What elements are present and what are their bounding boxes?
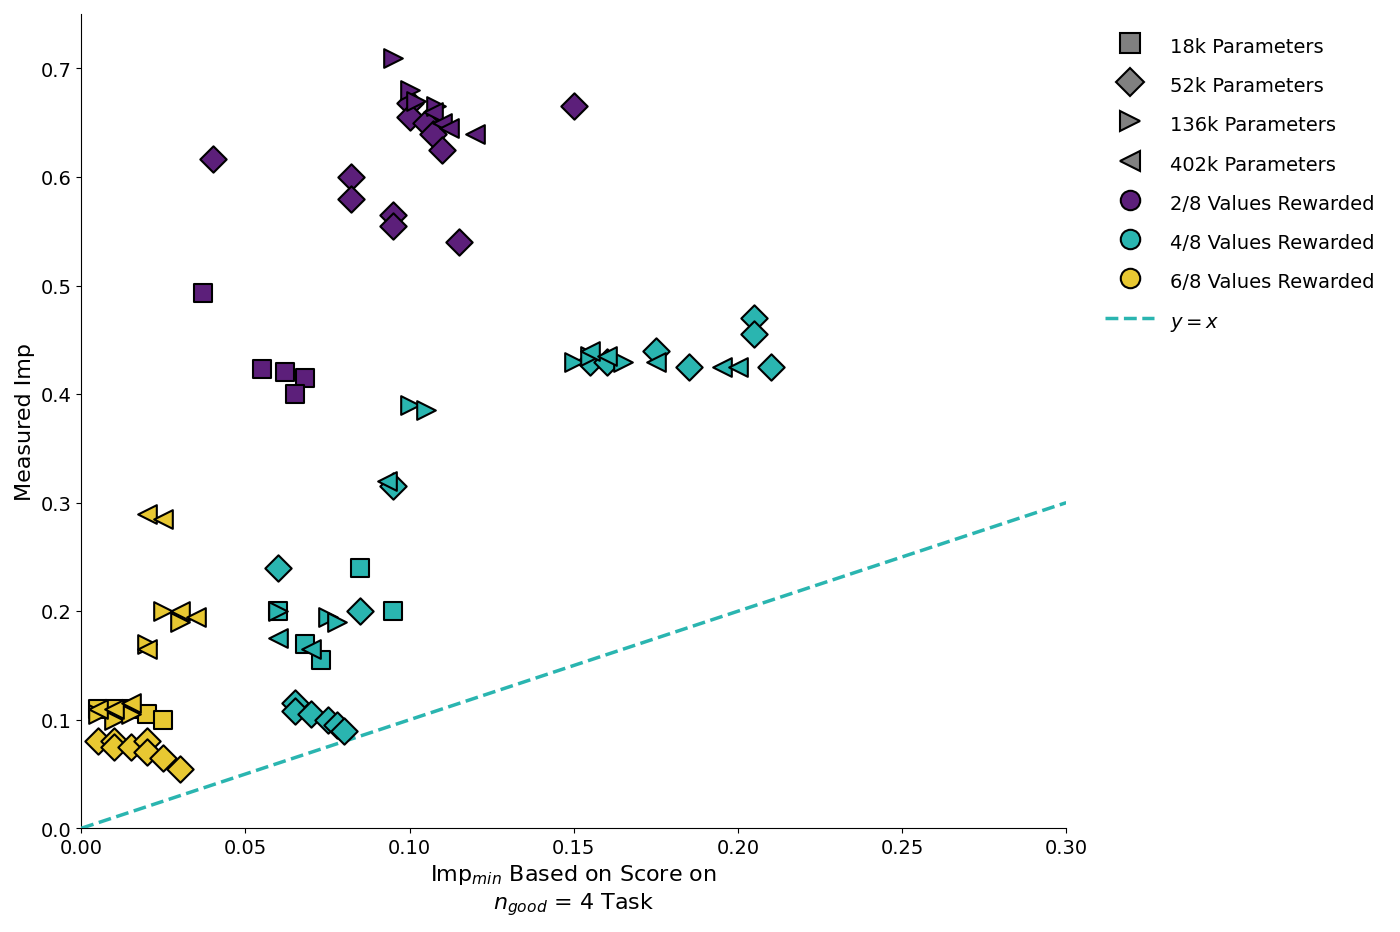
Point — [339, 171, 361, 185]
Point — [153, 512, 175, 527]
Point — [168, 761, 190, 776]
Point — [293, 637, 315, 651]
Point — [102, 702, 125, 717]
Point — [153, 712, 175, 727]
Point — [382, 604, 405, 619]
Point — [300, 707, 322, 722]
Point — [267, 604, 290, 619]
Point — [316, 610, 339, 624]
Point — [424, 100, 447, 115]
Point — [405, 94, 427, 109]
Y-axis label: Measured Imp: Measured Imp — [15, 343, 35, 500]
Point — [612, 354, 634, 369]
Point — [153, 750, 175, 765]
Point — [421, 105, 444, 120]
Point — [414, 116, 437, 130]
Point — [375, 473, 398, 488]
Point — [102, 702, 125, 717]
Point — [448, 235, 470, 250]
Point — [595, 350, 617, 364]
Point — [382, 479, 405, 494]
Point — [398, 84, 420, 99]
Point — [743, 327, 766, 342]
Point — [273, 365, 295, 380]
Point — [283, 387, 305, 402]
Point — [168, 615, 190, 630]
Legend: 18k Parameters, 52k Parameters, 136k Parameters, 402k Parameters, 2/8 Values Rew: 18k Parameters, 52k Parameters, 136k Par… — [1095, 25, 1383, 343]
Point — [102, 740, 125, 755]
Point — [431, 116, 454, 130]
Point — [743, 311, 766, 326]
Point — [563, 354, 585, 369]
Point — [168, 604, 190, 619]
Point — [414, 404, 437, 418]
Point — [727, 360, 749, 375]
Point — [102, 734, 125, 749]
Point — [578, 344, 601, 359]
Point — [87, 702, 109, 717]
Point — [578, 354, 601, 369]
Point — [382, 219, 405, 234]
Point — [283, 696, 305, 711]
Point — [153, 604, 175, 619]
Point — [202, 152, 224, 167]
Point — [309, 652, 332, 667]
Point — [119, 696, 141, 711]
Point — [293, 371, 315, 386]
Point — [563, 100, 585, 115]
Point — [136, 745, 158, 760]
Point — [267, 631, 290, 646]
Point — [595, 354, 617, 369]
Point — [644, 344, 666, 359]
Point — [87, 702, 109, 717]
Point — [326, 718, 349, 733]
Point — [710, 360, 732, 375]
Point — [136, 637, 158, 651]
Point — [382, 208, 405, 223]
Point — [119, 740, 141, 755]
Point — [251, 363, 273, 377]
Point — [267, 604, 290, 619]
Point — [300, 642, 322, 657]
Point — [349, 604, 371, 619]
X-axis label: Imp$_{min}$ Based on Score on
$n_{good}$ = 4 Task: Imp$_{min}$ Based on Score on $n_{good}$… — [430, 863, 717, 917]
Point — [463, 127, 486, 142]
Point — [192, 286, 214, 301]
Point — [119, 702, 141, 717]
Point — [398, 398, 420, 413]
Point — [339, 192, 361, 207]
Point — [759, 360, 781, 375]
Point — [382, 51, 405, 66]
Point — [326, 615, 349, 630]
Point — [421, 127, 444, 142]
Point — [136, 707, 158, 722]
Point — [283, 704, 305, 719]
Point — [316, 712, 339, 727]
Point — [398, 111, 420, 126]
Point — [678, 360, 700, 375]
Point — [185, 610, 207, 624]
Point — [87, 734, 109, 749]
Point — [87, 707, 109, 722]
Point — [267, 561, 290, 576]
Point — [438, 121, 461, 136]
Point — [333, 723, 356, 738]
Point — [578, 350, 601, 364]
Point — [349, 561, 371, 576]
Point — [644, 354, 666, 369]
Point — [136, 506, 158, 521]
Point — [431, 144, 454, 158]
Point — [136, 734, 158, 749]
Point — [398, 96, 420, 111]
Point — [136, 642, 158, 657]
Point — [102, 712, 125, 727]
Point — [119, 707, 141, 722]
